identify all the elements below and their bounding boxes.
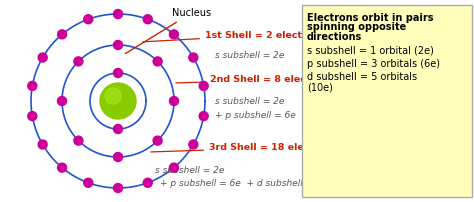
Circle shape — [153, 136, 162, 145]
Circle shape — [169, 30, 178, 39]
Circle shape — [38, 53, 47, 62]
Circle shape — [28, 112, 37, 121]
Circle shape — [169, 163, 178, 172]
Circle shape — [38, 140, 47, 149]
Circle shape — [74, 136, 83, 145]
Circle shape — [170, 97, 179, 105]
Circle shape — [57, 97, 66, 105]
Text: 3rd Shell = 18 electrons: 3rd Shell = 18 electrons — [151, 143, 337, 153]
Circle shape — [84, 178, 93, 187]
Text: 1st Shell = 2 electrons: 1st Shell = 2 electrons — [143, 31, 326, 42]
Text: s subshell = 2e: s subshell = 2e — [155, 166, 224, 175]
Circle shape — [189, 140, 198, 149]
Circle shape — [84, 15, 93, 24]
Circle shape — [143, 178, 152, 187]
Text: Electrons orbit in pairs: Electrons orbit in pairs — [307, 13, 434, 23]
Text: s subshell = 2e: s subshell = 2e — [215, 51, 284, 60]
Circle shape — [113, 124, 122, 134]
Circle shape — [74, 57, 83, 66]
Circle shape — [57, 163, 66, 172]
Circle shape — [100, 83, 136, 119]
Text: + p subshell = 6e  + d subshell = 10e: + p subshell = 6e + d subshell = 10e — [160, 179, 333, 188]
Circle shape — [28, 81, 37, 90]
Text: d subshell = 5 orbitals: d subshell = 5 orbitals — [307, 73, 417, 82]
Circle shape — [153, 57, 162, 66]
Circle shape — [199, 81, 208, 90]
Circle shape — [113, 68, 122, 78]
Circle shape — [143, 15, 152, 24]
Text: s subshell = 2e: s subshell = 2e — [215, 97, 284, 106]
Text: (10e): (10e) — [307, 82, 333, 92]
Text: spinning opposite: spinning opposite — [307, 22, 406, 33]
Circle shape — [105, 88, 121, 104]
Circle shape — [113, 153, 122, 162]
Circle shape — [199, 112, 208, 121]
Text: + p subshell = 6e: + p subshell = 6e — [215, 111, 296, 120]
Bar — [302, 5, 472, 197]
Circle shape — [57, 30, 66, 39]
Text: p subshell = 3 orbitals (6e): p subshell = 3 orbitals (6e) — [307, 59, 440, 69]
Circle shape — [113, 40, 122, 49]
Text: Nucleus: Nucleus — [125, 8, 211, 54]
Circle shape — [189, 53, 198, 62]
Text: s subshell = 1 orbital (2e): s subshell = 1 orbital (2e) — [307, 45, 434, 56]
Text: 2nd Shell = 8 electrons: 2nd Shell = 8 electrons — [176, 76, 334, 84]
Circle shape — [113, 183, 122, 193]
Circle shape — [113, 9, 122, 19]
Text: directions: directions — [307, 32, 362, 42]
